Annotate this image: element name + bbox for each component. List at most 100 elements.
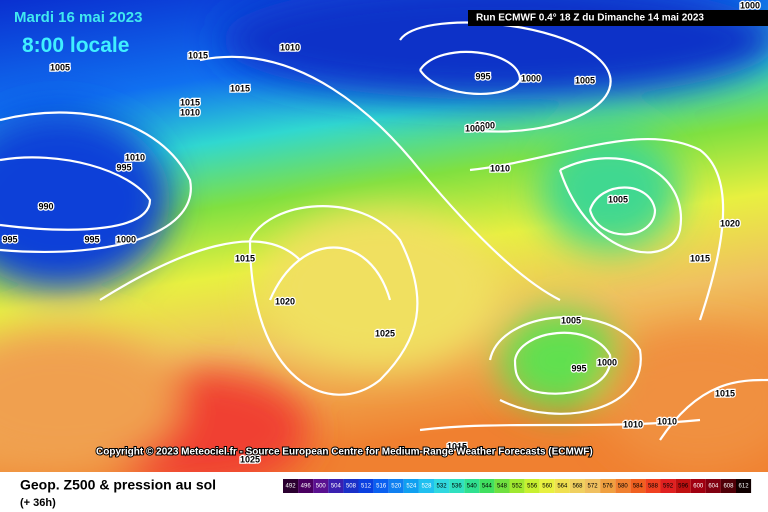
scale-swatch — [645, 479, 661, 493]
isobar-label: 1000 — [465, 123, 485, 133]
isobar-label: 1025 — [375, 328, 395, 338]
scale-label: 604 — [708, 484, 719, 490]
scale-swatch — [418, 479, 434, 493]
scale-label: 548 — [497, 484, 508, 490]
isobars — [0, 21, 768, 441]
scale-label: 492 — [286, 484, 297, 490]
scale-label: 588 — [648, 484, 659, 490]
scale-label: 552 — [512, 484, 523, 490]
isobar-label: 995 — [2, 234, 17, 244]
scale-swatch — [388, 479, 404, 493]
isobar-label: 1015 — [180, 97, 200, 107]
scale-swatch — [675, 479, 691, 493]
isobar-label: 1005 — [575, 75, 595, 85]
scale-label: 544 — [482, 484, 493, 490]
isobar-label: 1015 — [235, 253, 255, 263]
scale-swatch — [509, 479, 525, 493]
scale-swatch — [539, 479, 555, 493]
scale-label: 576 — [603, 484, 614, 490]
isobar-label: 1015 — [230, 83, 250, 93]
scale-swatch — [630, 479, 646, 493]
isobar-label: 1005 — [50, 62, 70, 72]
run-box — [468, 10, 768, 26]
scale-swatch — [283, 479, 299, 493]
scale-label: 580 — [618, 484, 629, 490]
scale-swatch — [720, 479, 736, 493]
isobar-label: 1010 — [180, 107, 200, 117]
scale-label: 560 — [542, 484, 553, 490]
scale-label: 520 — [391, 484, 402, 490]
isobar-label: 1000 — [475, 120, 495, 130]
scale-label: 500 — [316, 484, 327, 490]
isobar-label: 1005 — [608, 194, 628, 204]
scale-label: 540 — [467, 484, 478, 490]
scale-swatch — [615, 479, 631, 493]
isobar-label: 1010 — [280, 42, 300, 52]
scale-swatch — [660, 479, 676, 493]
scale-label: 600 — [693, 484, 704, 490]
isobar-label: 1000 — [521, 73, 541, 83]
isobar-label: 1015 — [690, 253, 710, 263]
scale-label: 536 — [452, 484, 463, 490]
scale-label: 584 — [633, 484, 644, 490]
scale-swatch — [403, 479, 419, 493]
scale-label: 592 — [663, 484, 674, 490]
isobar-label: 1015 — [715, 388, 735, 398]
run-info: Run ECMWF 0.4° 18 Z du Dimanche 14 mai 2… — [476, 13, 704, 24]
scale-swatch — [585, 479, 601, 493]
scale-swatch — [479, 479, 495, 493]
isobar-label: 1000 — [740, 0, 760, 10]
isobar-label: 995 — [84, 234, 99, 244]
scale-label: 504 — [331, 484, 342, 490]
scale-label: 564 — [557, 484, 568, 490]
footer-lead: (+ 36h) — [20, 497, 56, 509]
isobar-label: 995 — [475, 71, 490, 81]
copyright: Copyright © 2023 Meteociel.fr - Source E… — [96, 447, 593, 458]
scale-swatch — [328, 479, 344, 493]
scale-label: 596 — [678, 484, 689, 490]
isobar-label: 1005 — [561, 315, 581, 325]
scale-swatch — [434, 479, 450, 493]
isobar-label: 1025 — [240, 454, 260, 464]
isobar-label: 1010 — [657, 416, 677, 426]
isobar-label: 995 — [571, 363, 586, 373]
scale-swatch — [449, 479, 465, 493]
isobar-label: 1015 — [188, 50, 208, 60]
forecast-time: 8:00 locale — [22, 34, 129, 57]
scale-label: 608 — [723, 484, 734, 490]
scale-label: 556 — [527, 484, 538, 490]
forecast-date: Mardi 16 mai 2023 — [14, 9, 142, 26]
scale-swatch — [494, 479, 510, 493]
isobar-label: 995 — [116, 162, 131, 172]
scale-label: 512 — [361, 484, 372, 490]
scale-label: 524 — [406, 484, 417, 490]
color-scale: 492 496 500 504 508 512 516 520 524 528 532 536 540 5… — [283, 479, 752, 493]
isobar-label: 1020 — [720, 218, 740, 228]
scale-label: 528 — [421, 484, 432, 490]
isobar-label: 1010 — [623, 419, 643, 429]
scale-swatch — [690, 479, 706, 493]
scale-label: 612 — [739, 484, 750, 490]
scale-swatch — [554, 479, 570, 493]
scale-swatch — [358, 479, 374, 493]
scale-label: 572 — [588, 484, 599, 490]
scale-label: 496 — [301, 484, 312, 490]
scale-swatch — [736, 479, 752, 493]
scale-swatch — [313, 479, 329, 493]
scale-swatch — [464, 479, 480, 493]
scale-label: 568 — [572, 484, 583, 490]
isobar-label: 1015 — [447, 441, 467, 451]
scale-swatch — [373, 479, 389, 493]
isobar-label: 1010 — [125, 152, 145, 162]
scale-swatch — [705, 479, 721, 493]
isobar-label: 1000 — [116, 234, 136, 244]
scale-swatch — [298, 479, 314, 493]
scale-swatch — [600, 479, 616, 493]
scale-label: 532 — [437, 484, 448, 490]
scale-label: 516 — [376, 484, 387, 490]
isobar-label: 990 — [38, 201, 53, 211]
isobar-label: 1020 — [275, 296, 295, 306]
